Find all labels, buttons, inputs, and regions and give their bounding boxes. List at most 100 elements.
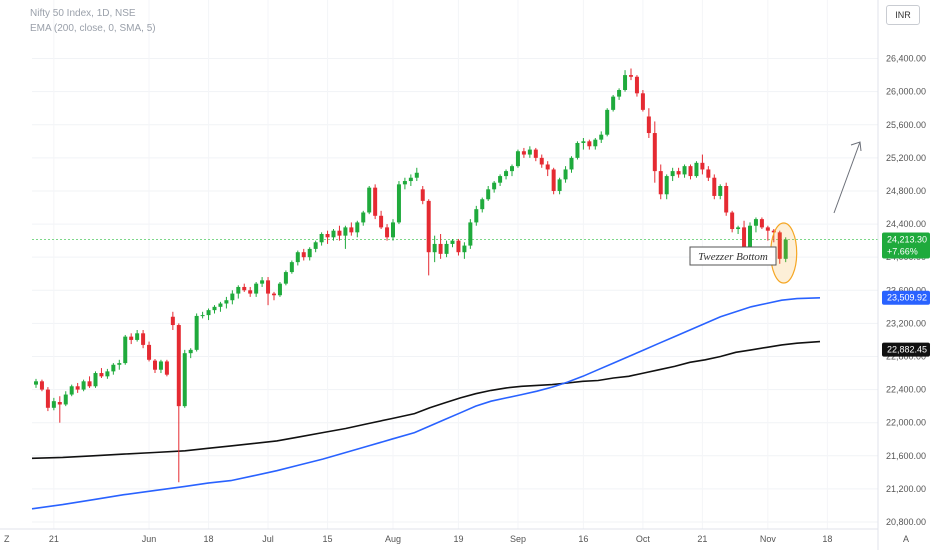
candle[interactable] <box>188 348 193 359</box>
candle[interactable] <box>63 391 68 407</box>
candle[interactable] <box>468 219 473 249</box>
candle[interactable] <box>557 177 562 195</box>
candle[interactable] <box>135 330 140 342</box>
candle[interactable] <box>87 376 92 388</box>
candle[interactable] <box>182 349 187 408</box>
candle[interactable] <box>355 220 360 238</box>
candle[interactable] <box>176 323 181 483</box>
candle[interactable] <box>694 161 699 178</box>
candle[interactable] <box>753 217 758 233</box>
corner-left-label[interactable]: Z <box>4 534 10 544</box>
candle[interactable] <box>742 220 747 251</box>
candle[interactable] <box>224 296 229 309</box>
candle[interactable] <box>230 290 235 305</box>
candle[interactable] <box>581 138 586 150</box>
candle[interactable] <box>551 167 556 195</box>
candle[interactable] <box>129 333 134 345</box>
candle[interactable] <box>117 359 122 370</box>
candle[interactable] <box>34 378 38 388</box>
candle[interactable] <box>248 286 253 297</box>
candle[interactable] <box>510 164 514 177</box>
candle[interactable] <box>147 341 152 362</box>
candle[interactable] <box>105 368 110 379</box>
candle[interactable] <box>759 217 764 230</box>
candle[interactable] <box>367 186 372 215</box>
candle[interactable] <box>533 147 538 162</box>
candle[interactable] <box>676 167 681 178</box>
candle[interactable] <box>420 186 425 205</box>
candle[interactable] <box>587 139 592 150</box>
candle[interactable] <box>730 210 735 233</box>
candle[interactable] <box>164 359 169 377</box>
candle[interactable] <box>313 240 318 253</box>
candle[interactable] <box>283 270 288 286</box>
candle[interactable] <box>272 291 276 301</box>
candle[interactable] <box>575 141 580 160</box>
candle[interactable] <box>408 174 413 186</box>
candle[interactable] <box>444 240 449 258</box>
candle[interactable] <box>57 396 62 423</box>
candle[interactable] <box>81 379 86 392</box>
corner-right-label[interactable]: A <box>903 534 910 544</box>
candle[interactable] <box>658 164 663 200</box>
candle[interactable] <box>343 225 348 249</box>
candle[interactable] <box>242 283 247 292</box>
candle[interactable] <box>331 229 336 241</box>
candle[interactable] <box>337 225 342 241</box>
candle[interactable] <box>450 238 455 248</box>
candle[interactable] <box>593 138 598 150</box>
candle[interactable] <box>426 199 431 276</box>
candle[interactable] <box>611 94 616 112</box>
candle[interactable] <box>236 285 241 299</box>
candle[interactable] <box>456 238 461 256</box>
candle[interactable] <box>325 230 330 244</box>
candle[interactable] <box>563 166 568 183</box>
candle[interactable] <box>718 184 723 200</box>
candle[interactable] <box>492 181 497 193</box>
candle[interactable] <box>712 174 717 200</box>
candle[interactable] <box>319 232 324 246</box>
candle[interactable] <box>99 368 104 378</box>
candle[interactable] <box>385 224 390 241</box>
candle[interactable] <box>295 250 300 266</box>
candle[interactable] <box>379 210 384 230</box>
candle[interactable] <box>688 164 693 180</box>
candle[interactable] <box>670 167 675 182</box>
candle[interactable] <box>664 174 669 200</box>
candle[interactable] <box>266 277 271 306</box>
candle[interactable] <box>373 184 378 220</box>
candle[interactable] <box>212 305 217 314</box>
candle[interactable] <box>474 205 479 226</box>
candle[interactable] <box>206 308 211 321</box>
candle[interactable] <box>69 384 74 397</box>
time-axis[interactable]: 21 Jun 18 Jul 15 Aug 19 Sep 16 Oct 21 Nov 18 <box>0 528 878 544</box>
candle[interactable] <box>307 247 312 261</box>
candle[interactable] <box>634 75 639 97</box>
candle[interactable] <box>706 166 711 182</box>
candle[interactable] <box>783 237 788 263</box>
candle[interactable] <box>349 222 354 236</box>
candle[interactable] <box>111 363 116 375</box>
candle[interactable] <box>123 334 128 365</box>
candle[interactable] <box>194 313 199 352</box>
candle[interactable] <box>462 242 467 259</box>
candle[interactable] <box>539 154 544 168</box>
candle[interactable] <box>527 146 532 158</box>
candle[interactable] <box>569 156 574 173</box>
candle[interactable] <box>640 90 645 112</box>
candle[interactable] <box>170 311 175 330</box>
candle[interactable] <box>260 277 265 287</box>
candle[interactable] <box>158 359 163 374</box>
annotation-box[interactable] <box>689 246 777 266</box>
currency-button[interactable]: INR <box>886 5 920 25</box>
candle[interactable] <box>432 235 437 263</box>
candle[interactable] <box>218 301 223 312</box>
candle[interactable] <box>545 161 550 177</box>
candle[interactable] <box>724 182 729 216</box>
candle[interactable] <box>486 186 491 201</box>
candle[interactable] <box>75 382 80 393</box>
candle[interactable] <box>646 108 651 138</box>
candle[interactable] <box>51 397 56 411</box>
candle[interactable] <box>391 219 395 241</box>
